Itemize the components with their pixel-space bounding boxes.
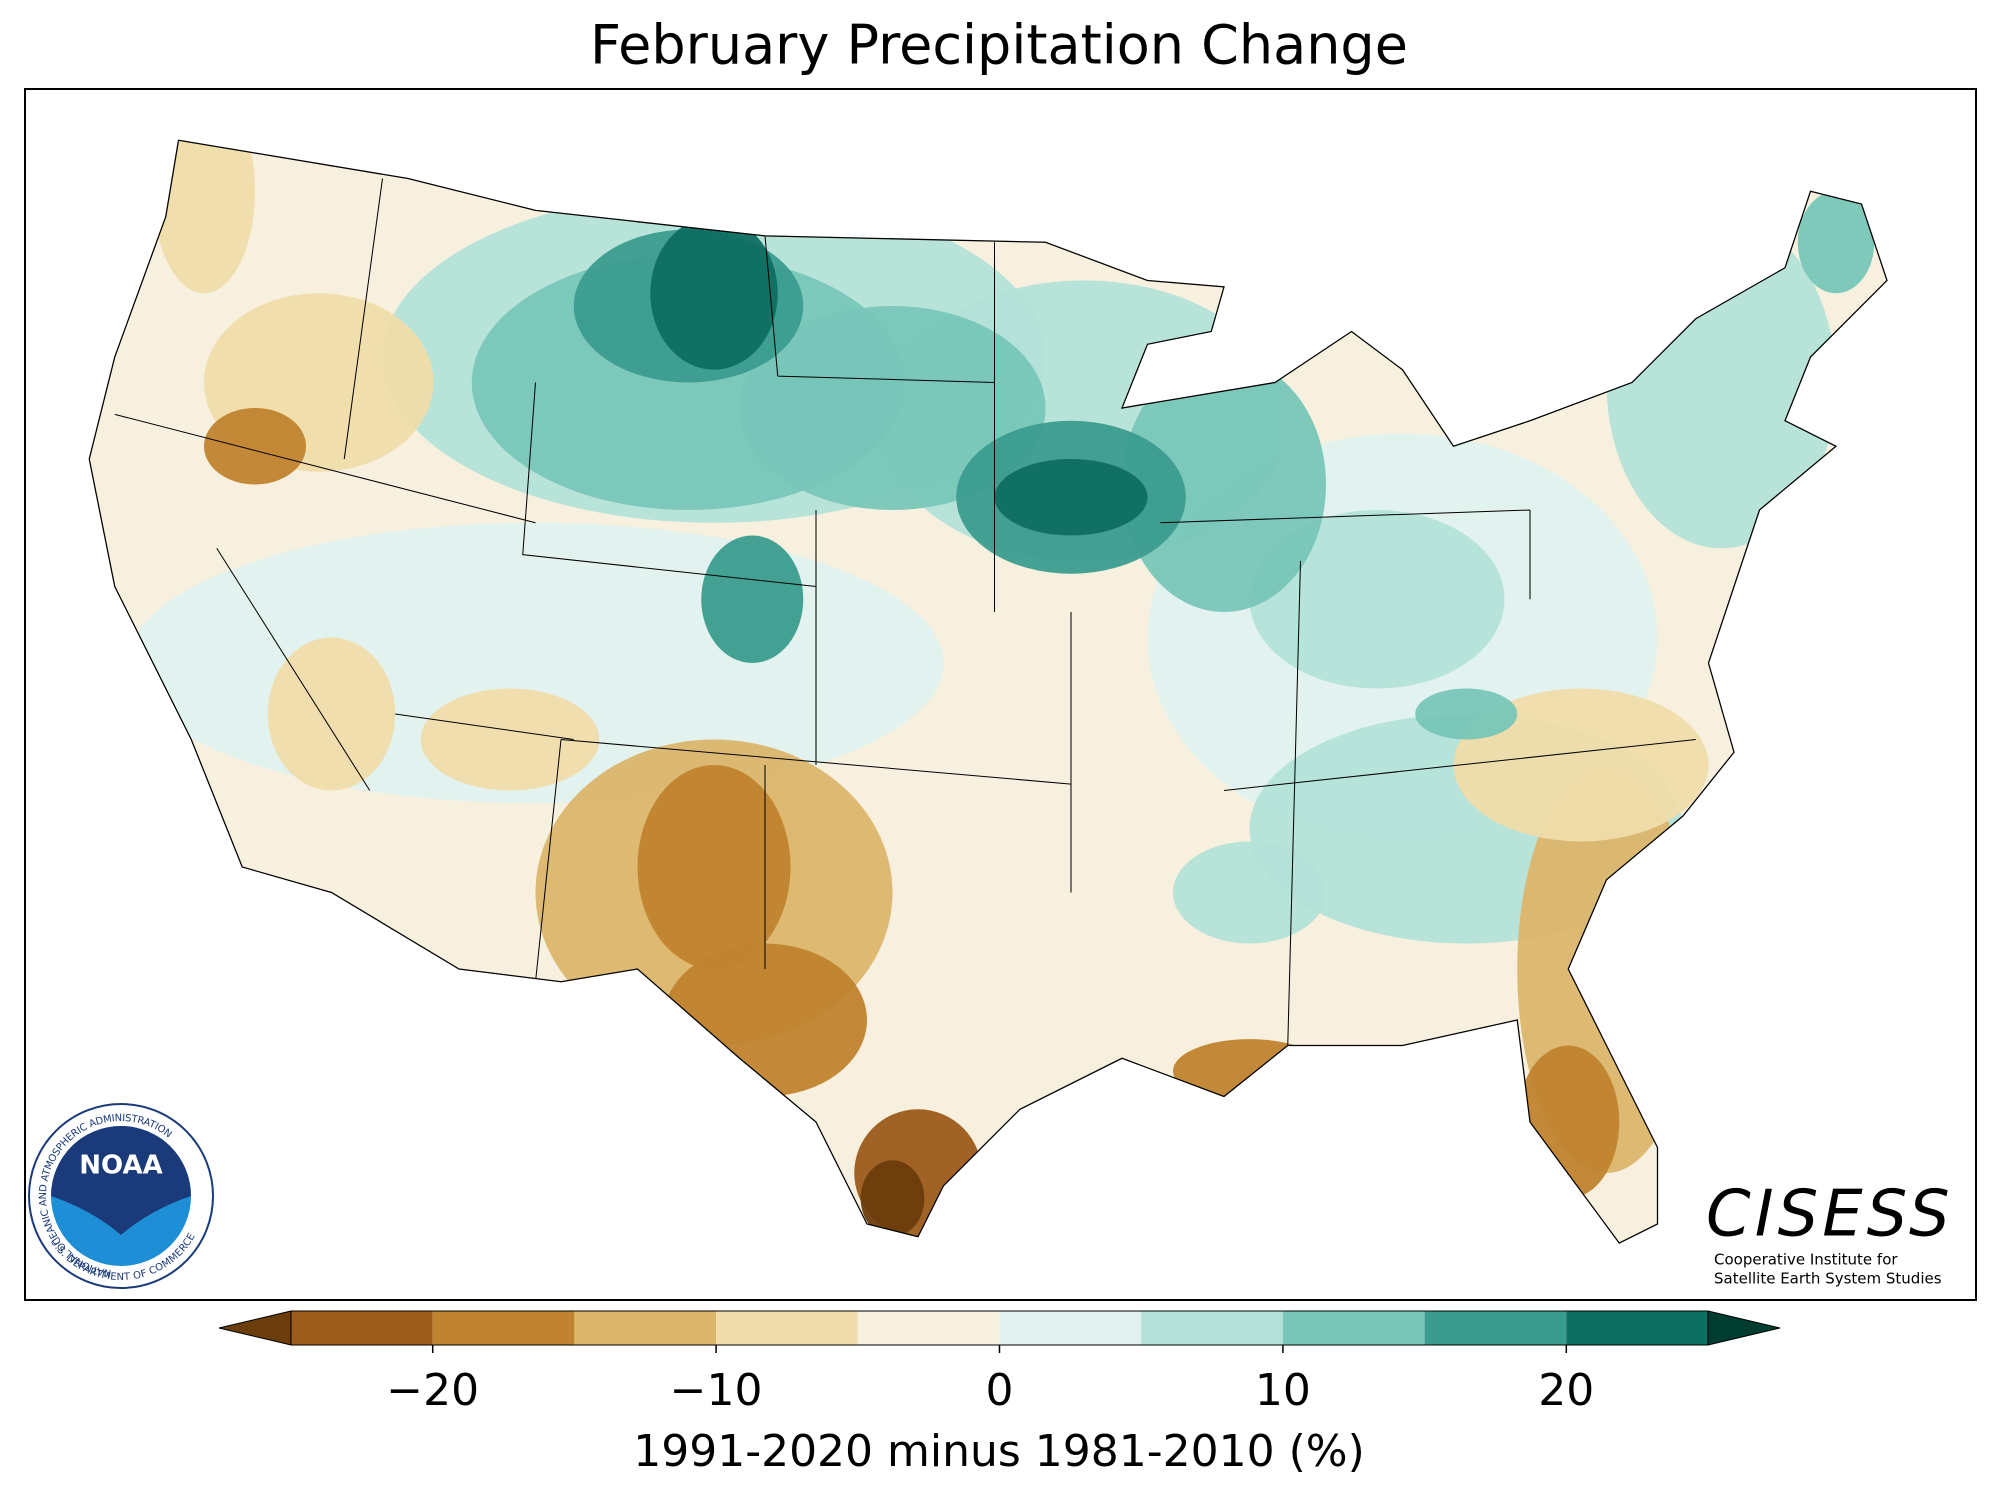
colorbar-bin bbox=[574, 1311, 717, 1345]
cisess-name: CISESS bbox=[1706, 1178, 1954, 1252]
noaa-logo: NOAA NATIONAL OCEANIC AND ATMOSPHERIC AD… bbox=[28, 1103, 214, 1289]
field-region bbox=[1453, 688, 1709, 842]
colorbar-bin bbox=[999, 1311, 1142, 1345]
extend-low bbox=[218, 1310, 292, 1346]
colorbar-bin bbox=[1566, 1311, 1708, 1345]
field-region bbox=[650, 216, 778, 370]
field-region bbox=[860, 1160, 925, 1237]
colorbar: −20 −10 0 10 20 bbox=[218, 1310, 1781, 1416]
title: February Precipitation Change bbox=[590, 14, 1408, 77]
field-region bbox=[1122, 357, 1326, 612]
colorbar-bin bbox=[1424, 1311, 1567, 1345]
field-region bbox=[152, 140, 255, 294]
colorbar-bin bbox=[1141, 1311, 1283, 1345]
colorbar-tick-label: −20 bbox=[386, 1365, 479, 1416]
field-region bbox=[994, 459, 1148, 536]
field-region bbox=[739, 306, 1046, 510]
colorbar-bin bbox=[716, 1311, 858, 1345]
logo-top bbox=[51, 1126, 191, 1235]
field-region bbox=[1797, 191, 1875, 294]
field-region bbox=[1415, 688, 1518, 740]
field-region bbox=[420, 688, 600, 791]
state-lines bbox=[114, 178, 1696, 1046]
colorbar-tick-label: −10 bbox=[670, 1365, 763, 1416]
field-region bbox=[1249, 510, 1505, 689]
field-region bbox=[267, 637, 396, 791]
noaa-name: NOAA bbox=[79, 1151, 162, 1181]
colorbar-tick-label: 10 bbox=[1255, 1365, 1311, 1416]
cisess-line1: Cooperative Institute for bbox=[1714, 1251, 1898, 1269]
colorbar-tick-label: 0 bbox=[986, 1365, 1014, 1416]
colorbar-bin bbox=[1282, 1311, 1425, 1345]
field-region bbox=[637, 765, 791, 969]
colorbar-label: 1991-2020 minus 1981-2010 (%) bbox=[633, 1426, 1365, 1477]
field-region bbox=[204, 408, 306, 485]
extend-high bbox=[1707, 1310, 1781, 1346]
field-region bbox=[701, 535, 804, 663]
cisess-line2: Satellite Earth System Studies bbox=[1714, 1270, 1942, 1288]
cisess-logo: CISESS Cooperative Institute for Satelli… bbox=[1706, 1178, 1954, 1288]
colorbar-tick-label: 20 bbox=[1538, 1365, 1594, 1416]
colorbar-bin bbox=[857, 1311, 1000, 1345]
colorbar-bin bbox=[432, 1311, 575, 1345]
field-region bbox=[1173, 841, 1326, 944]
colorbar-bin bbox=[291, 1311, 433, 1345]
